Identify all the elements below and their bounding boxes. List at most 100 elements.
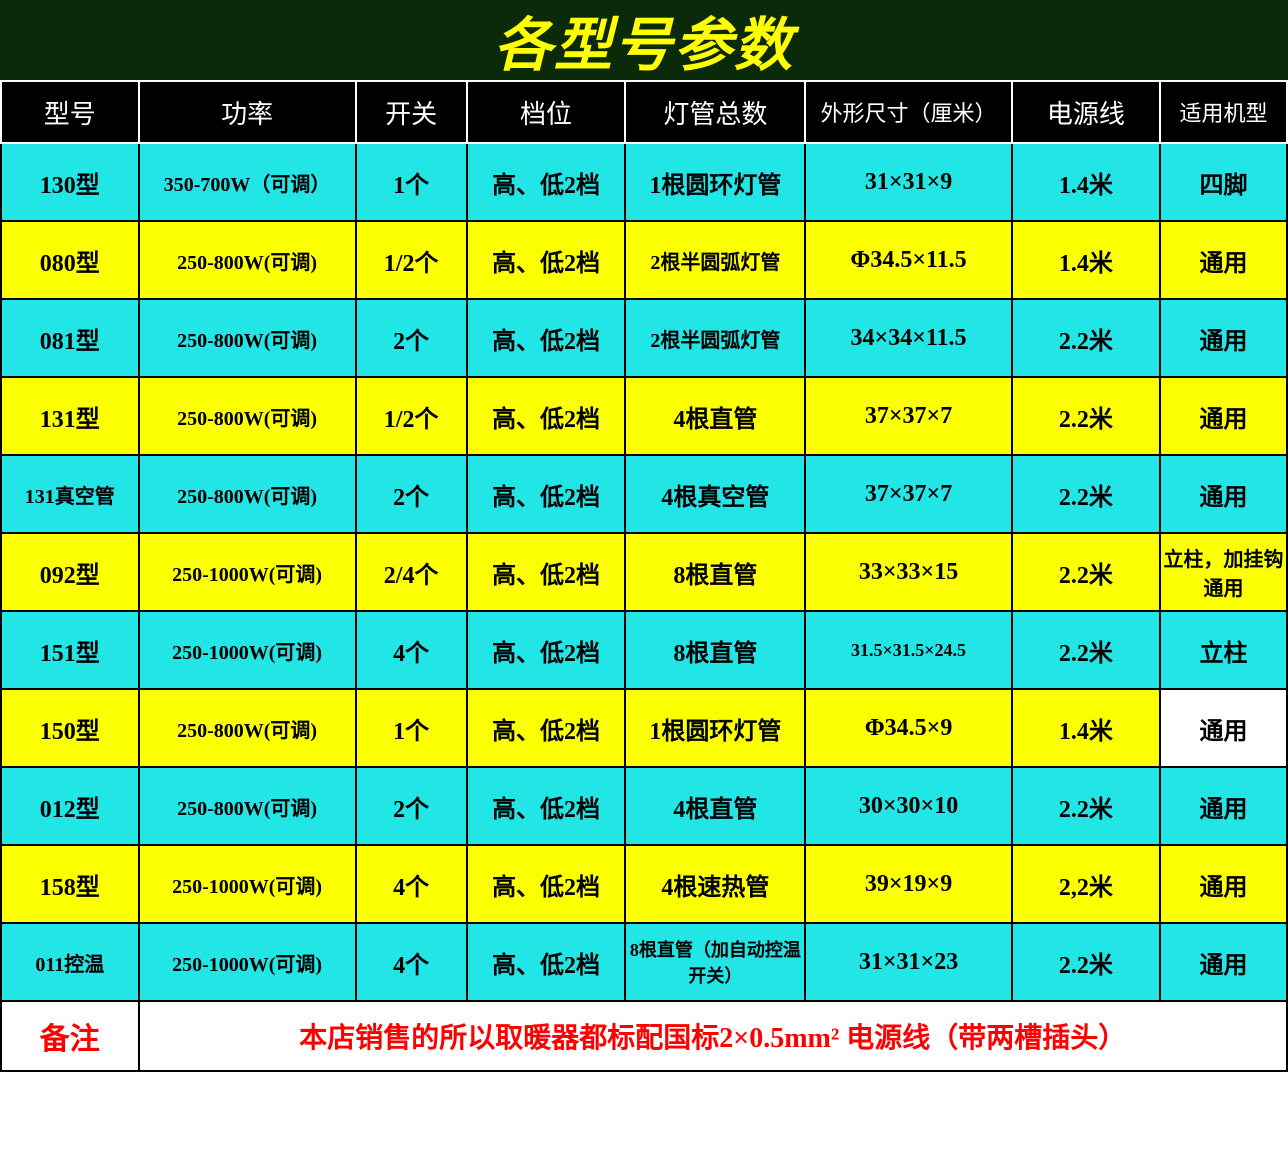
table-row: 011控温250-1000W(可调)4个高、低2档8根直管（加自动控温开关）31… bbox=[1, 923, 1287, 1001]
table-cell: 151型 bbox=[1, 611, 139, 689]
table-row: 150型250-800W(可调)1个高、低2档1根圆环灯管Φ34.5×91.4米… bbox=[1, 689, 1287, 767]
table-cell: 高、低2档 bbox=[467, 845, 626, 923]
table-row: 131型250-800W(可调)1/2个高、低2档4根直管37×37×72.2米… bbox=[1, 377, 1287, 455]
table-cell: 立柱，加挂钩通用 bbox=[1160, 533, 1287, 611]
table-cell: 250-800W(可调) bbox=[139, 767, 356, 845]
col-header: 档位 bbox=[467, 81, 626, 143]
table-cell: 高、低2档 bbox=[467, 533, 626, 611]
table-cell: 250-800W(可调) bbox=[139, 689, 356, 767]
table-cell: 158型 bbox=[1, 845, 139, 923]
table-cell: 高、低2档 bbox=[467, 611, 626, 689]
table-cell: 37×37×7 bbox=[805, 377, 1011, 455]
table-cell: 通用 bbox=[1160, 455, 1287, 533]
spec-table: 型号 功率 开关 档位 灯管总数 外形尺寸（厘米） 电源线 适用机型 130型3… bbox=[0, 80, 1288, 1072]
table-cell: 4根速热管 bbox=[625, 845, 805, 923]
table-cell: 250-800W(可调) bbox=[139, 455, 356, 533]
table-cell: 092型 bbox=[1, 533, 139, 611]
table-cell: 通用 bbox=[1160, 689, 1287, 767]
table-cell: 立柱 bbox=[1160, 611, 1287, 689]
table-cell: 通用 bbox=[1160, 299, 1287, 377]
note-row: 备注本店销售的所以取暖器都标配国标2×0.5mm² 电源线（带两槽插头） bbox=[1, 1001, 1287, 1071]
table-cell: 4个 bbox=[356, 845, 467, 923]
table-cell: 通用 bbox=[1160, 767, 1287, 845]
table-cell: 31×31×23 bbox=[805, 923, 1011, 1001]
table-cell: 011控温 bbox=[1, 923, 139, 1001]
table-cell: 250-1000W(可调) bbox=[139, 533, 356, 611]
table-cell: 2/4个 bbox=[356, 533, 467, 611]
table-cell: 通用 bbox=[1160, 923, 1287, 1001]
col-header: 灯管总数 bbox=[625, 81, 805, 143]
table-cell: 高、低2档 bbox=[467, 923, 626, 1001]
note-label: 备注 bbox=[1, 1001, 139, 1071]
col-header: 外形尺寸（厘米） bbox=[805, 81, 1011, 143]
table-cell: 39×19×9 bbox=[805, 845, 1011, 923]
table-cell: 高、低2档 bbox=[467, 767, 626, 845]
table-row: 130型350-700W（可调）1个高、低2档1根圆环灯管31×31×91.4米… bbox=[1, 143, 1287, 221]
page-title: 各型号参数 bbox=[494, 0, 794, 82]
table-cell: 250-800W(可调) bbox=[139, 221, 356, 299]
table-row: 158型250-1000W(可调)4个高、低2档4根速热管39×19×92,2米… bbox=[1, 845, 1287, 923]
table-cell: 高、低2档 bbox=[467, 689, 626, 767]
title-bar: 各型号参数 bbox=[0, 0, 1288, 80]
table-cell: 高、低2档 bbox=[467, 221, 626, 299]
table-cell: 1根圆环灯管 bbox=[625, 689, 805, 767]
table-body: 130型350-700W（可调）1个高、低2档1根圆环灯管31×31×91.4米… bbox=[1, 143, 1287, 1071]
table-row: 080型250-800W(可调)1/2个高、低2档2根半圆弧灯管Φ34.5×11… bbox=[1, 221, 1287, 299]
table-cell: 31×31×9 bbox=[805, 143, 1011, 221]
table-cell: 1.4米 bbox=[1012, 689, 1160, 767]
table-cell: 081型 bbox=[1, 299, 139, 377]
table-cell: 012型 bbox=[1, 767, 139, 845]
table-cell: 250-800W(可调) bbox=[139, 299, 356, 377]
table-cell: 250-1000W(可调) bbox=[139, 845, 356, 923]
table-cell: 高、低2档 bbox=[467, 455, 626, 533]
table-cell: 4个 bbox=[356, 611, 467, 689]
table-cell: 37×37×7 bbox=[805, 455, 1011, 533]
table-cell: 高、低2档 bbox=[467, 377, 626, 455]
table-cell: 131真空管 bbox=[1, 455, 139, 533]
table-cell: 4根直管 bbox=[625, 767, 805, 845]
table-cell: 2个 bbox=[356, 767, 467, 845]
table-cell: 8根直管 bbox=[625, 533, 805, 611]
table-row: 131真空管250-800W(可调)2个高、低2档4根真空管37×37×72.2… bbox=[1, 455, 1287, 533]
table-cell: 4根直管 bbox=[625, 377, 805, 455]
table-cell: 1个 bbox=[356, 143, 467, 221]
table-row: 151型250-1000W(可调)4个高、低2档8根直管31.5×31.5×24… bbox=[1, 611, 1287, 689]
table-cell: Φ34.5×11.5 bbox=[805, 221, 1011, 299]
col-header: 适用机型 bbox=[1160, 81, 1287, 143]
table-cell: 080型 bbox=[1, 221, 139, 299]
table-cell: Φ34.5×9 bbox=[805, 689, 1011, 767]
table-cell: 四脚 bbox=[1160, 143, 1287, 221]
table-cell: 1根圆环灯管 bbox=[625, 143, 805, 221]
table-cell: 131型 bbox=[1, 377, 139, 455]
table-cell: 2,2米 bbox=[1012, 845, 1160, 923]
table-cell: 2.2米 bbox=[1012, 377, 1160, 455]
table-cell: 250-1000W(可调) bbox=[139, 923, 356, 1001]
table-cell: 1/2个 bbox=[356, 221, 467, 299]
table-cell: 31.5×31.5×24.5 bbox=[805, 611, 1011, 689]
table-cell: 4个 bbox=[356, 923, 467, 1001]
table-cell: 2.2米 bbox=[1012, 611, 1160, 689]
table-cell: 通用 bbox=[1160, 221, 1287, 299]
table-cell: 2.2米 bbox=[1012, 533, 1160, 611]
table-cell: 1.4米 bbox=[1012, 143, 1160, 221]
table-cell: 1.4米 bbox=[1012, 221, 1160, 299]
table-cell: 2个 bbox=[356, 299, 467, 377]
table-cell: 150型 bbox=[1, 689, 139, 767]
col-header: 功率 bbox=[139, 81, 356, 143]
table-cell: 4根真空管 bbox=[625, 455, 805, 533]
table-cell: 250-1000W(可调) bbox=[139, 611, 356, 689]
table-cell: 通用 bbox=[1160, 377, 1287, 455]
header-row: 型号 功率 开关 档位 灯管总数 外形尺寸（厘米） 电源线 适用机型 bbox=[1, 81, 1287, 143]
table-cell: 2.2米 bbox=[1012, 299, 1160, 377]
table-cell: 通用 bbox=[1160, 845, 1287, 923]
table-cell: 2.2米 bbox=[1012, 923, 1160, 1001]
table-cell: 8根直管（加自动控温开关） bbox=[625, 923, 805, 1001]
col-header: 电源线 bbox=[1012, 81, 1160, 143]
col-header: 型号 bbox=[1, 81, 139, 143]
table-cell: 2.2米 bbox=[1012, 767, 1160, 845]
table-row: 012型250-800W(可调)2个高、低2档4根直管30×30×102.2米通… bbox=[1, 767, 1287, 845]
table-cell: 33×33×15 bbox=[805, 533, 1011, 611]
table-cell: 2.2米 bbox=[1012, 455, 1160, 533]
col-header: 开关 bbox=[356, 81, 467, 143]
table-cell: 1个 bbox=[356, 689, 467, 767]
